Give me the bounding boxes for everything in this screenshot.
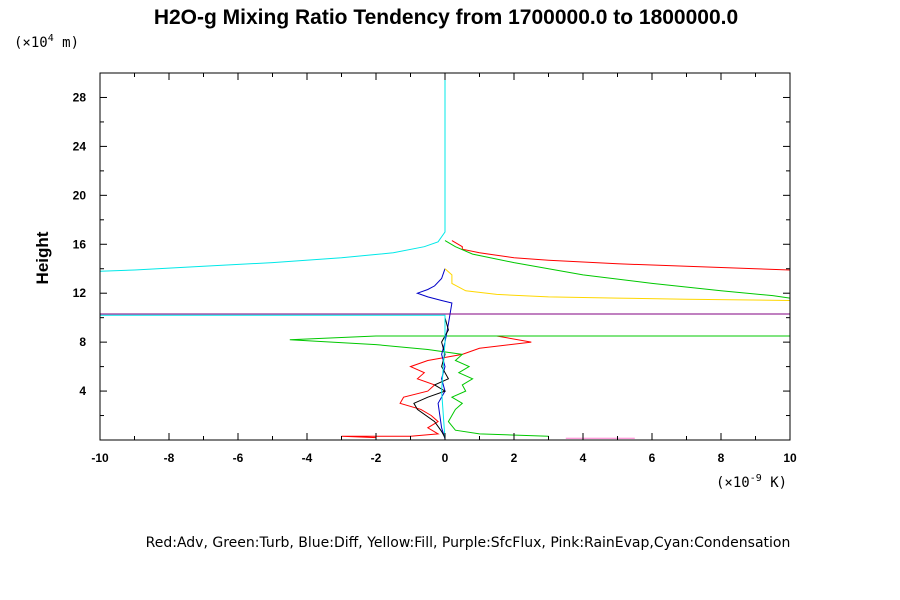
series-line-4 [444, 268, 790, 301]
y-axis-label: Height [33, 231, 52, 284]
y-tick-label: 4 [79, 384, 86, 398]
series-line-5 [100, 73, 446, 439]
y-tick-label: 28 [73, 90, 87, 104]
x-tick-label: 6 [649, 451, 656, 465]
x-tick-label: -4 [302, 451, 313, 465]
chart-title: H2O-g Mixing Ratio Tendency from 1700000… [154, 6, 738, 29]
x-tick-label: -10 [91, 451, 109, 465]
x-tick-label: 10 [783, 451, 797, 465]
x-tick-label: -8 [164, 451, 175, 465]
x-tick-label: 8 [718, 451, 725, 465]
y-tick-label: 16 [73, 237, 87, 251]
series-group [100, 73, 790, 439]
series-line-3 [413, 317, 450, 438]
y-tick-label: 8 [79, 335, 86, 349]
x-tick-label: 4 [580, 451, 587, 465]
y-tick-label: 24 [73, 139, 87, 153]
series-line-2 [415, 268, 453, 439]
y-tick-label: 12 [73, 286, 87, 300]
y-unit-label: (×104 m) [14, 33, 79, 51]
x-tick-label: 0 [442, 451, 449, 465]
series-line-1 [289, 240, 790, 437]
x-tick-label: 2 [511, 451, 518, 465]
x-tick-label: -6 [233, 451, 244, 465]
series-line-0 [341, 240, 790, 439]
y-tick-label: 20 [73, 188, 87, 202]
legend-text: Red:Adv, Green:Turb, Blue:Diff, Yellow:F… [146, 535, 791, 551]
x-unit-label: (×10-9 K) [716, 473, 787, 491]
x-tick-label: -2 [371, 451, 382, 465]
